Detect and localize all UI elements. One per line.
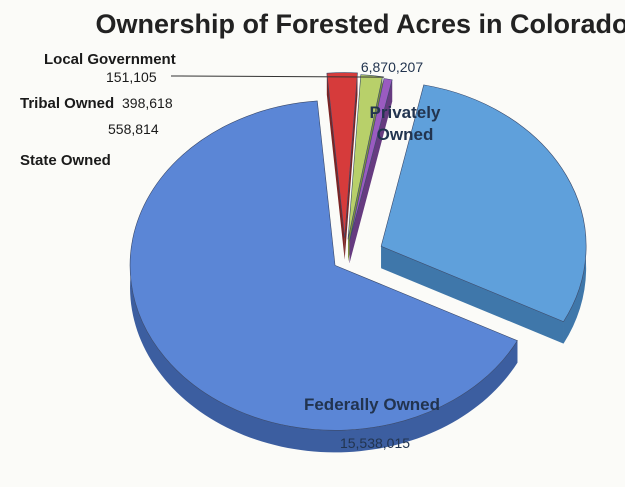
slice-label-privately-owned-line1: Privately	[370, 103, 441, 122]
slice-label-local-government: Local Government	[44, 51, 176, 68]
slice-edge-state-owned-1	[344, 72, 358, 260]
chart-title: Ownership of Forested Acres in Colorado	[95, 9, 625, 39]
slice-label-state-owned: State Owned	[20, 152, 111, 169]
slice-edge-privately-owned-1	[381, 246, 564, 344]
slice-value-tribal-owned: 398,618	[122, 95, 173, 111]
slice-value-state-owned: 558,814	[108, 121, 159, 137]
slice-local-government	[349, 78, 393, 242]
pie-slices	[129, 72, 587, 431]
slice-value-privately-owned: 6,870,207	[361, 59, 423, 75]
slice-edge-local-government-1	[349, 79, 393, 264]
slice-label-tribal-owned: Tribal Owned	[20, 95, 114, 112]
slice-federally-owned	[129, 100, 518, 431]
slice-privately-owned	[380, 84, 587, 322]
slice-label-federally-owned: Federally Owned	[304, 395, 440, 414]
slice-value-federally-owned: 15,538,015	[340, 435, 410, 451]
slice-state-owned	[326, 72, 358, 238]
pie-labels: Privately Owned 6,870,207 Federally Owned 15…	[20, 51, 441, 451]
leader-line-local-government	[171, 75, 385, 78]
slice-edge-state-owned-0	[326, 73, 345, 260]
slice-value-local-government: 151,105	[106, 69, 157, 85]
slice-label-privately-owned-line2: Owned	[377, 125, 434, 144]
